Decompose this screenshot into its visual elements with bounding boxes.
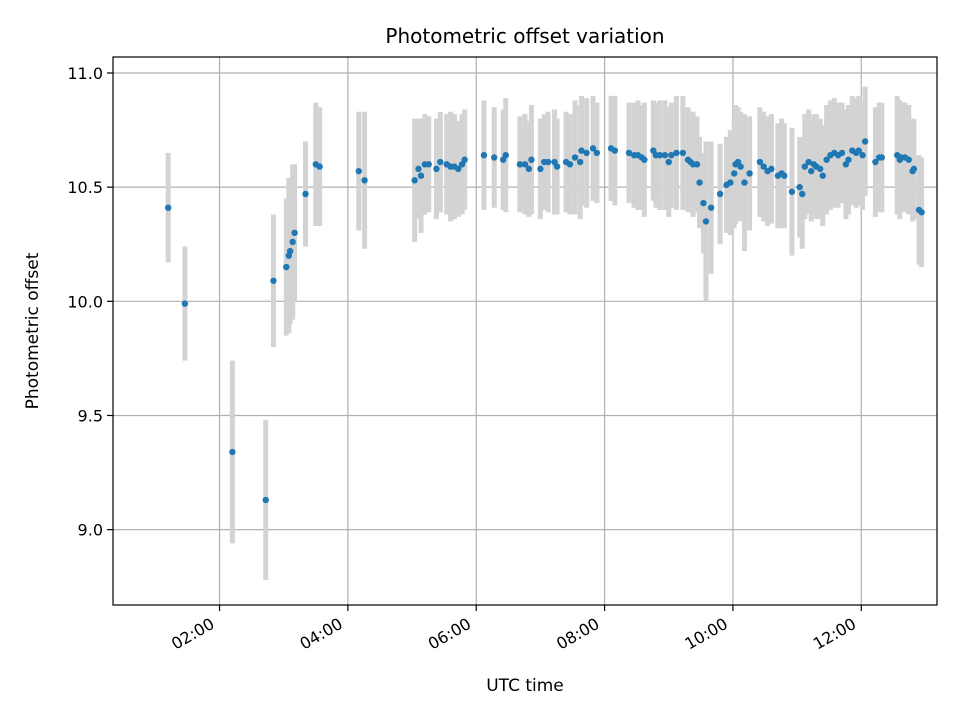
data-point <box>286 247 294 255</box>
data-point <box>537 165 544 173</box>
data-point <box>611 147 619 154</box>
data-point <box>905 156 912 163</box>
data-point <box>702 218 710 225</box>
data-point <box>838 149 846 157</box>
data-point <box>707 204 715 211</box>
data-point <box>731 170 738 177</box>
data-point <box>641 156 648 163</box>
data-point <box>768 165 775 173</box>
data-point <box>679 149 687 157</box>
data-point <box>229 448 236 456</box>
data-point <box>528 156 535 163</box>
data-point <box>668 151 675 159</box>
data-point <box>589 145 597 152</box>
data-point <box>164 204 172 211</box>
data-point <box>455 165 462 173</box>
data-point <box>656 151 663 159</box>
data-point <box>262 496 269 504</box>
data-point <box>516 161 524 168</box>
data-point <box>700 199 707 207</box>
data-point <box>845 156 852 163</box>
data-points <box>164 138 925 504</box>
data-point <box>673 149 680 157</box>
data-point <box>425 161 432 168</box>
data-point <box>716 190 724 198</box>
data-point <box>817 165 824 173</box>
data-point <box>746 170 753 177</box>
data-point <box>521 161 529 168</box>
data-point <box>823 156 830 163</box>
data-point <box>316 163 323 170</box>
data-point <box>361 177 368 184</box>
x-axis-label: UTC time <box>486 676 564 696</box>
data-point <box>302 190 309 198</box>
data-point <box>571 154 579 161</box>
data-point <box>808 167 815 175</box>
data-point <box>291 229 298 237</box>
data-point <box>801 163 809 170</box>
data-point <box>355 167 362 175</box>
data-point <box>411 177 418 184</box>
data-point <box>788 188 796 195</box>
data-point <box>859 151 866 159</box>
data-point <box>181 300 189 307</box>
data-point <box>593 149 601 157</box>
data-point <box>437 158 444 166</box>
data-point <box>583 149 590 157</box>
data-point <box>544 158 552 166</box>
data-point <box>566 161 574 168</box>
data-point <box>910 165 918 173</box>
y-tick-label: 10.0 <box>67 292 103 311</box>
data-point <box>625 149 633 157</box>
data-point <box>270 277 277 284</box>
data-point <box>480 151 488 159</box>
data-point <box>433 165 440 173</box>
data-point <box>490 154 498 161</box>
y-axis-label: Photometric offset <box>23 252 43 409</box>
y-tick-label: 9.5 <box>78 406 103 425</box>
y-tick-label: 9.0 <box>78 521 103 540</box>
data-point <box>819 172 826 179</box>
data-point <box>855 147 862 154</box>
chart-title: Photometric offset variation <box>385 24 664 48</box>
data-point <box>461 156 468 163</box>
plot-frame <box>112 56 938 606</box>
data-point <box>878 154 886 161</box>
data-point <box>727 179 734 186</box>
data-point <box>289 238 296 246</box>
data-point <box>737 163 744 170</box>
data-point <box>918 209 925 216</box>
data-point <box>283 263 290 271</box>
data-point <box>872 158 879 166</box>
y-tick-label: 10.5 <box>67 178 103 197</box>
data-point <box>799 190 806 198</box>
data-point <box>760 163 767 170</box>
data-point <box>502 151 509 159</box>
data-point <box>796 183 803 191</box>
data-point <box>861 138 869 145</box>
data-point <box>661 151 669 159</box>
data-point <box>756 158 764 166</box>
y-tick-label: 11.0 <box>67 64 103 83</box>
data-point <box>417 172 425 179</box>
data-point <box>553 163 561 170</box>
data-point <box>781 172 788 179</box>
data-point <box>415 165 422 173</box>
data-point <box>578 147 585 154</box>
data-point <box>741 179 748 186</box>
data-point <box>576 158 584 166</box>
data-point <box>693 161 701 168</box>
data-point <box>696 179 703 186</box>
data-point <box>665 158 672 166</box>
y-axis: 9.0 9.5 10.0 10.5 11.0 <box>67 64 113 540</box>
data-point <box>805 158 812 166</box>
data-point <box>525 165 533 173</box>
